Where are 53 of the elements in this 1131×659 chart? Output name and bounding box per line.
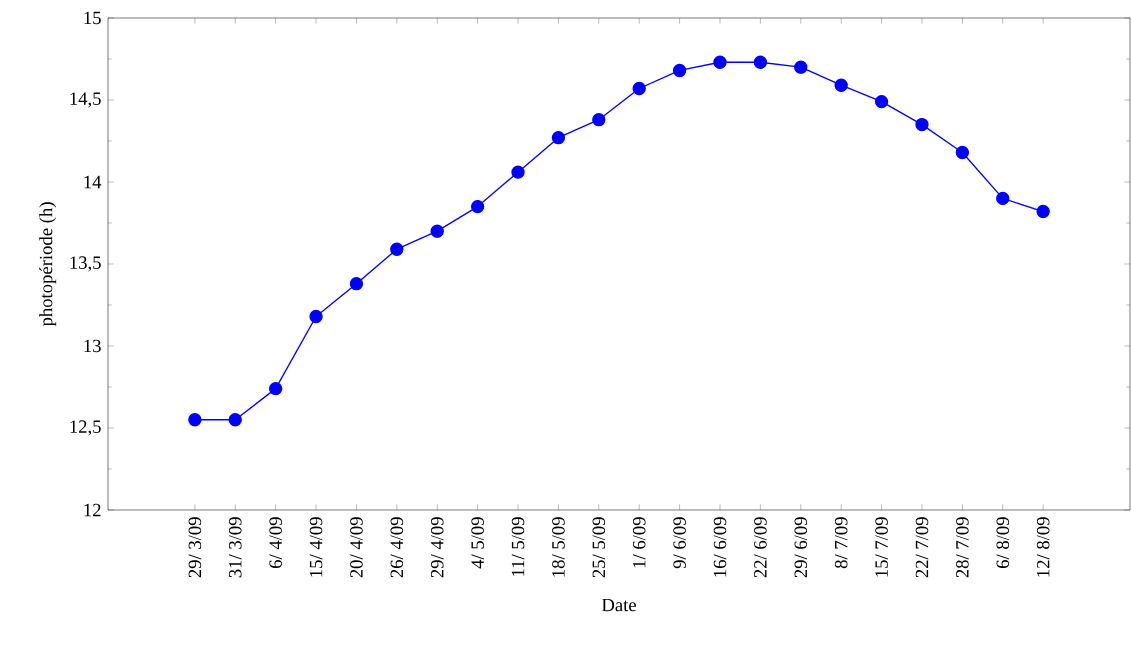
- point: [915, 117, 929, 132]
- point: [1036, 204, 1050, 219]
- point: [713, 55, 727, 69]
- y-tick-label: 14: [84, 175, 102, 189]
- x-tick-label: 29/ 4/09: [430, 517, 444, 578]
- y-tick-label: 14,5: [70, 92, 101, 108]
- point: [390, 242, 404, 256]
- x-tick-label: 12/ 8/09: [1036, 517, 1050, 577]
- point: [632, 81, 646, 96]
- point: [794, 60, 808, 74]
- x-tick-label: 4/ 5/09: [471, 517, 484, 569]
- x-tick-label: 31/ 3/09: [228, 517, 242, 578]
- x-tick-label: 6/ 8/09: [996, 517, 1010, 569]
- y-axis-title: photopériode (h): [39, 202, 57, 327]
- point: [551, 131, 566, 145]
- y-tick-label: 12,5: [70, 420, 101, 436]
- x-tick-label: 16/ 6/09: [713, 517, 727, 577]
- x-tick-label: 22/ 7/09: [915, 517, 929, 578]
- x-tick-label: 29/ 3/09: [188, 517, 202, 578]
- y-tick-label: 13: [84, 339, 101, 353]
- x-axis-title: Date: [601, 598, 636, 612]
- x-tick-label: 28/ 7/09: [956, 517, 969, 578]
- x-tick-label: 29/ 6/09: [794, 517, 808, 578]
- point: [753, 55, 768, 69]
- x-tick-label: 15/ 4/09: [309, 517, 323, 577]
- point: [470, 199, 485, 214]
- point: [672, 63, 687, 78]
- point: [511, 165, 525, 179]
- point: [430, 224, 444, 238]
- x-tick-label: 8/ 7/09: [834, 517, 848, 569]
- x-tick-label: 20/ 4/09: [350, 517, 363, 578]
- point: [349, 277, 364, 291]
- y-tick-label: 15: [84, 11, 101, 25]
- x-tick-label: 15/ 7/09: [875, 517, 888, 577]
- x-tick-label: 26/ 4/09: [390, 517, 404, 578]
- y-tick-label: 13,5: [70, 256, 101, 272]
- point: [268, 381, 283, 396]
- x-tick-label: 6/ 4/09: [269, 517, 282, 569]
- point: [996, 191, 1010, 206]
- x-tick-label: 22/ 6/09: [754, 517, 767, 578]
- point: [834, 78, 848, 92]
- point: [592, 113, 606, 127]
- x-tick-label: 25/ 5/09: [592, 517, 606, 578]
- point: [309, 309, 323, 324]
- x-tick-label: 9/ 6/09: [673, 517, 686, 569]
- x-tick-label: 18/ 5/09: [552, 517, 565, 577]
- point: [228, 413, 242, 427]
- x-tick-label: 11/ 5/09: [511, 517, 525, 576]
- x-tick-label: 1/ 6/09: [632, 517, 646, 568]
- point: [188, 413, 202, 427]
- y-tick-label: 12: [84, 503, 101, 517]
- point: [874, 94, 889, 109]
- point: [955, 145, 970, 160]
